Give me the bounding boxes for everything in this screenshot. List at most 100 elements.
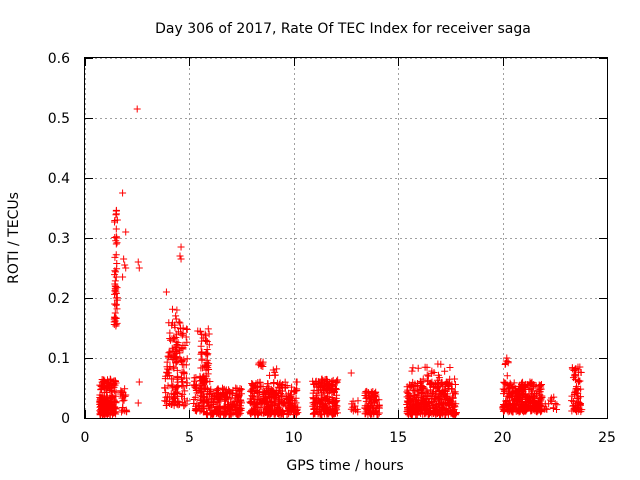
data-point <box>180 395 188 403</box>
data-point <box>426 380 434 388</box>
data-point <box>429 388 437 396</box>
data-point <box>267 409 275 417</box>
data-point <box>134 258 142 266</box>
data-point <box>175 318 183 326</box>
data-point <box>204 350 212 358</box>
data-point <box>319 387 327 395</box>
data-point <box>366 395 374 403</box>
data-point <box>233 385 241 393</box>
data-point <box>412 400 420 408</box>
data-point <box>112 288 120 296</box>
data-point <box>195 402 203 410</box>
data-point <box>173 366 181 374</box>
data-point <box>548 397 556 405</box>
data-point <box>225 386 233 394</box>
data-point <box>318 383 326 391</box>
data-point <box>179 390 187 398</box>
data-point <box>441 396 449 404</box>
data-point <box>331 407 339 415</box>
data-point <box>575 377 583 385</box>
data-point <box>287 387 295 395</box>
data-point <box>333 385 341 393</box>
data-point <box>102 409 110 417</box>
y-axis-label: ROTI / TECUs <box>6 192 22 284</box>
data-point <box>106 375 114 383</box>
data-point <box>167 353 175 361</box>
data-point <box>536 382 544 390</box>
data-point <box>173 341 181 349</box>
data-point <box>121 261 129 269</box>
data-point <box>418 378 426 386</box>
x-tick-label: 10 <box>285 430 303 446</box>
data-point <box>572 372 580 380</box>
data-point <box>112 207 120 215</box>
data-point <box>206 404 214 412</box>
data-point <box>577 408 585 416</box>
data-point <box>179 324 187 332</box>
data-point <box>197 342 205 350</box>
data-point <box>208 409 216 417</box>
data-point <box>210 395 218 403</box>
data-point <box>216 407 224 415</box>
data-point <box>569 402 577 410</box>
data-point <box>574 386 582 394</box>
data-point <box>248 392 256 400</box>
data-point <box>212 403 220 411</box>
data-point <box>252 386 260 394</box>
data-point <box>311 398 319 406</box>
data-point <box>172 312 180 320</box>
data-point <box>257 362 265 370</box>
data-point <box>112 405 120 413</box>
data-point <box>572 389 580 397</box>
data-point <box>315 396 323 404</box>
data-point <box>162 389 170 397</box>
data-point <box>169 363 177 371</box>
data-point <box>198 356 206 364</box>
data-point <box>174 401 182 409</box>
data-point <box>135 378 143 386</box>
data-point <box>319 400 327 408</box>
data-point <box>206 388 214 396</box>
data-point <box>450 389 458 397</box>
data-point <box>250 383 258 391</box>
data-point <box>119 404 127 412</box>
data-point <box>364 389 372 397</box>
data-point <box>515 398 523 406</box>
data-point <box>119 273 127 281</box>
data-point <box>451 388 459 396</box>
data-point <box>221 396 229 404</box>
data-point <box>260 393 268 401</box>
data-point <box>322 395 330 403</box>
data-point <box>526 398 534 406</box>
data-point <box>409 364 417 372</box>
data-point <box>349 403 357 411</box>
data-point <box>111 309 119 317</box>
data-point <box>97 386 105 394</box>
data-point <box>446 363 454 371</box>
data-point <box>428 367 436 375</box>
data-point <box>271 401 279 409</box>
data-point <box>226 387 234 395</box>
data-point <box>177 356 185 364</box>
y-tick-label: 0.3 <box>48 231 70 247</box>
data-point <box>405 398 413 406</box>
data-point <box>317 386 325 394</box>
data-point <box>279 387 287 395</box>
data-point <box>203 345 211 353</box>
data-point <box>270 410 278 418</box>
data-point <box>178 368 186 376</box>
grid <box>85 58 608 419</box>
data-point <box>168 381 176 389</box>
data-point <box>315 378 323 386</box>
data-point <box>236 405 244 413</box>
data-point <box>292 399 300 407</box>
data-point <box>120 255 128 263</box>
data-point <box>168 305 176 313</box>
data-point <box>568 365 576 373</box>
data-point <box>502 397 510 405</box>
data-point <box>268 400 276 408</box>
data-point <box>516 386 524 394</box>
data-point <box>163 369 171 377</box>
data-point <box>525 394 533 402</box>
data-point <box>269 366 277 374</box>
